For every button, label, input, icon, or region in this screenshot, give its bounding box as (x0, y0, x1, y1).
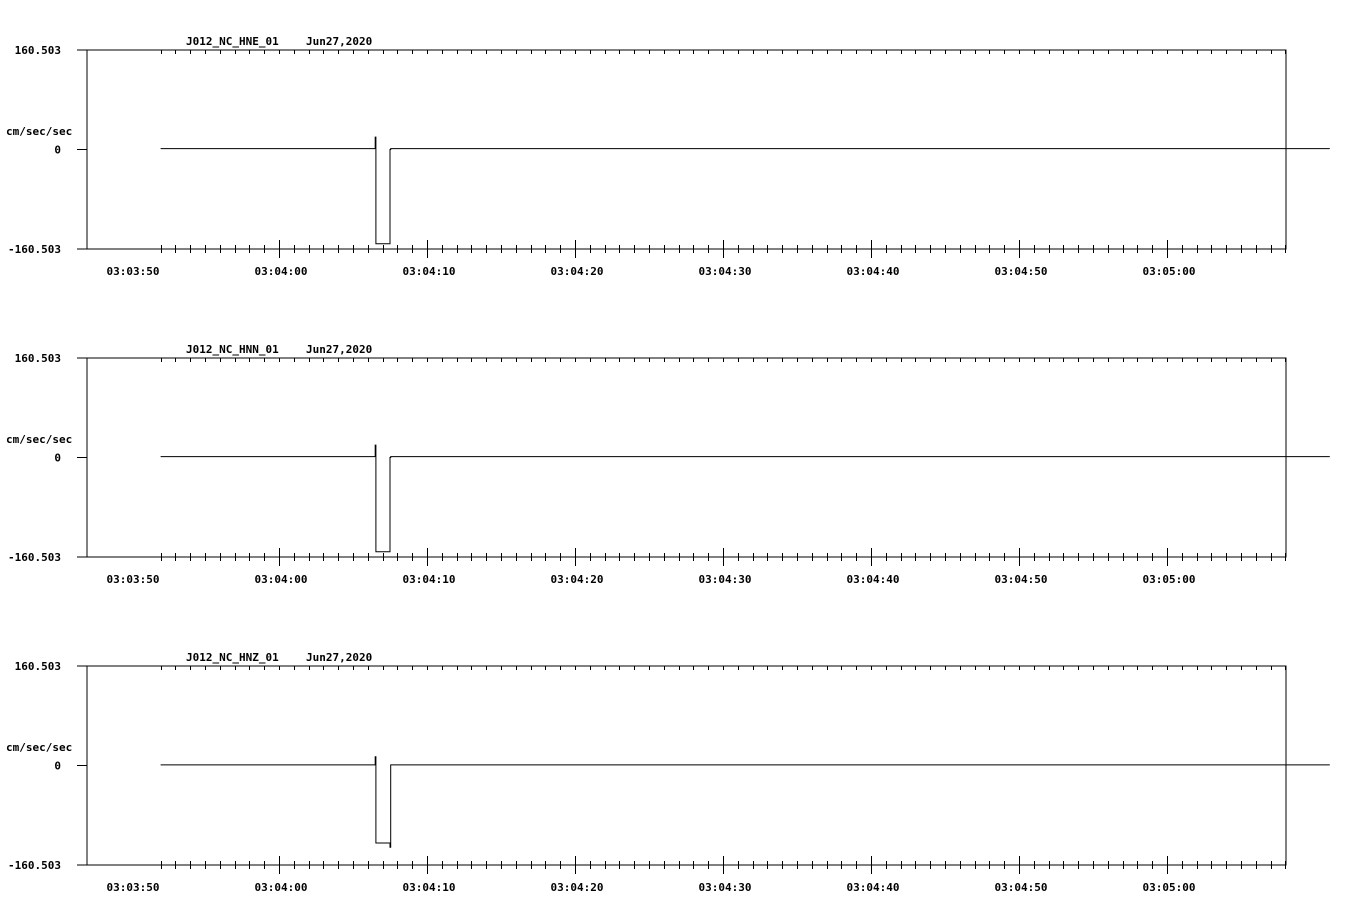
x-tick-label: 03:04:00 (255, 265, 308, 278)
y-axis-label: cm/sec/sec (6, 741, 72, 754)
x-tick-label: 03:04:10 (403, 265, 456, 278)
y-tick-label: -160.503 (8, 551, 61, 564)
trace-line-1 (160, 756, 1330, 848)
x-tick-label: 03:03:50 (107, 265, 160, 278)
x-tick-label: 03:04:30 (699, 573, 752, 586)
y-tick-label: 0 (54, 452, 61, 465)
x-tick-label: 03:04:50 (995, 573, 1048, 586)
x-tick-label: 03:03:50 (107, 573, 160, 586)
x-tick-label: 03:04:30 (699, 265, 752, 278)
y-tick-label: 160.503 (15, 660, 61, 673)
x-tick-label: 03:05:00 (1143, 573, 1196, 586)
x-tick-label: 03:04:40 (847, 573, 900, 586)
panel-title: J012_NC_HNN_01 (186, 343, 279, 356)
plot-frame (86, 49, 1287, 250)
x-tick-label: 03:05:00 (1143, 265, 1196, 278)
x-tick-label: 03:04:20 (551, 265, 604, 278)
x-tick-label: 03:04:30 (699, 881, 752, 894)
x-tick-label: 03:05:00 (1143, 881, 1196, 894)
y-tick-label: 0 (54, 760, 61, 773)
y-tick-label: -160.503 (8, 243, 61, 256)
panel-title: J012_NC_HNZ_01 (186, 651, 279, 664)
panel-date: Jun27,2020 (306, 651, 372, 664)
y-tick-label: 160.503 (15, 44, 61, 57)
panel-3: J012_NC_HNZ_01 Jun27,2020 160.503 0 -160.503… (6, 651, 1330, 894)
y-tick-label: -160.503 (8, 859, 61, 872)
x-tick-label: 03:04:00 (255, 881, 308, 894)
x-tick-label: 03:04:10 (403, 881, 456, 894)
x-tick-label: 03:04:20 (551, 881, 604, 894)
x-tick-label: 03:04:40 (847, 265, 900, 278)
plot-frame (86, 665, 1287, 866)
y-tick-label: 160.503 (15, 352, 61, 365)
x-tick-label: 03:04:40 (847, 881, 900, 894)
x-tick-label: 03:04:00 (255, 573, 308, 586)
panel-title: J012_NC_HNE_01 (186, 35, 279, 48)
panel-date: Jun27,2020 (306, 343, 372, 356)
y-axis-label: cm/sec/sec (6, 125, 72, 138)
panel-1: J012_NC_HNE_01 Jun27,2020 160.503 0 -160.503… (6, 35, 1330, 278)
panel-2: J012_NC_HNN_01 Jun27,2020 160.503 0 -160.503… (6, 343, 1330, 586)
panel-date: Jun27,2020 (306, 35, 372, 48)
x-tick-label: 03:04:50 (995, 265, 1048, 278)
x-tick-label: 03:03:50 (107, 881, 160, 894)
plot-frame (86, 357, 1287, 558)
trace-line-1 (160, 444, 1330, 553)
x-tick-label: 03:04:10 (403, 573, 456, 586)
y-tick-label: 0 (54, 144, 61, 157)
x-tick-label: 03:04:20 (551, 573, 604, 586)
trace-line-1 (160, 136, 1330, 245)
y-axis-label: cm/sec/sec (6, 433, 72, 446)
x-tick-label: 03:04:50 (995, 881, 1048, 894)
